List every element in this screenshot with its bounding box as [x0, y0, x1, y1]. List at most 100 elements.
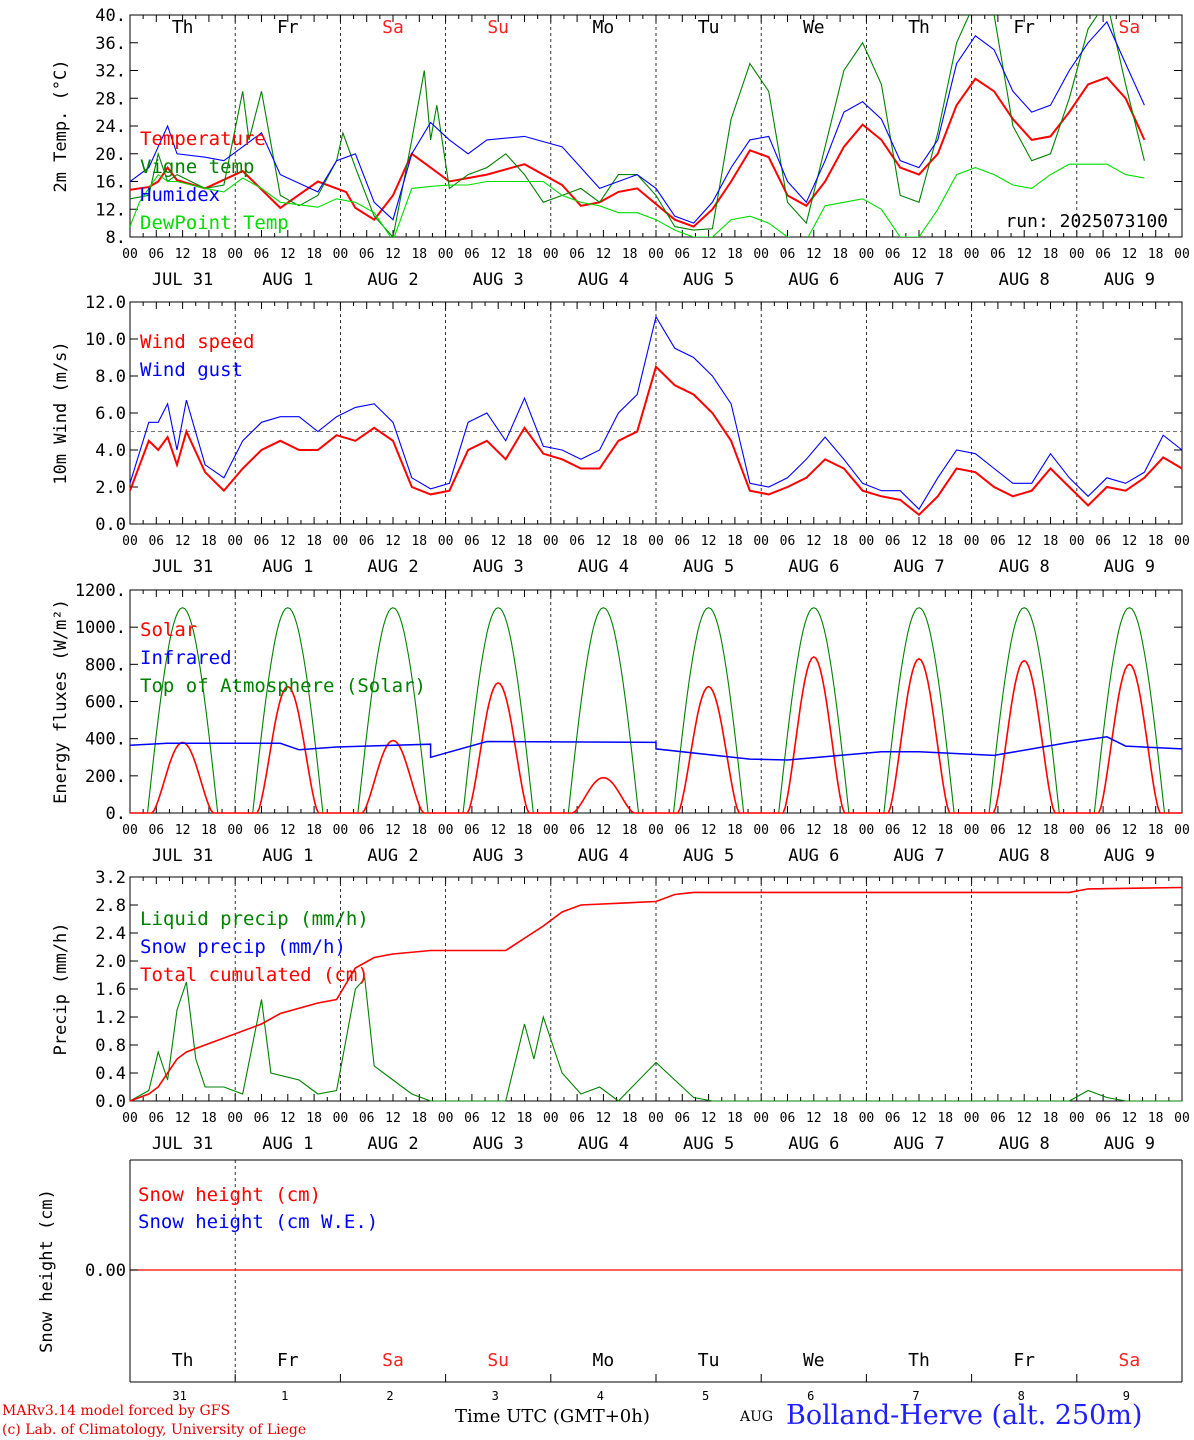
hour-tick-label: 06 [885, 823, 901, 838]
hour-tick-label: 00 [859, 1111, 875, 1126]
hour-tick-label: 06 [254, 534, 270, 549]
hour-tick-label: 12 [280, 823, 296, 838]
y-tick-label: 1.6 [95, 980, 126, 1000]
hour-tick-label: 00 [648, 534, 664, 549]
legend-top-of-atmosphere-solar-: Top of Atmosphere (Solar) [140, 675, 426, 697]
hour-tick-label: 18 [727, 1111, 743, 1126]
hour-tick-label: 12 [911, 247, 927, 262]
date-label: AUG 4 [578, 1134, 629, 1154]
hour-tick-label: 18 [411, 534, 427, 549]
series-solar [130, 656, 1182, 814]
hour-tick-label: 12 [280, 534, 296, 549]
hour-tick-label: 00 [964, 247, 980, 262]
hour-tick-label: 06 [464, 823, 480, 838]
hour-tick-label: 00 [333, 247, 349, 262]
weekday-label: Th [908, 17, 930, 38]
date-label: AUG 9 [1104, 270, 1155, 290]
y-tick-label: 2.8 [95, 896, 126, 916]
weekday-label: We [803, 1350, 825, 1371]
date-label: JUL 31 [152, 846, 213, 866]
date-label: AUG 8 [999, 557, 1050, 577]
hour-tick-label: 12 [701, 1111, 717, 1126]
hour-tick-label: 00 [543, 247, 559, 262]
y-axis-label: Energy fluxes (W/m²) [51, 599, 71, 804]
legend-liquid-precip-mm-h-: Liquid precip (mm/h) [140, 908, 369, 930]
hour-tick-label: 06 [254, 823, 270, 838]
y-tick-label: 32. [95, 62, 126, 82]
date-label: AUG 6 [788, 270, 839, 290]
hour-tick-label: 06 [359, 823, 375, 838]
hour-tick-label: 00 [964, 1111, 980, 1126]
weekday-label: We [803, 17, 825, 38]
hour-tick-label: 00 [1069, 823, 1085, 838]
hour-tick-label: 00 [333, 823, 349, 838]
legend-total-cumulated-cm-: Total cumulated (cm) [140, 964, 369, 986]
date-label: AUG 8 [999, 1134, 1050, 1154]
hour-tick-label: 06 [569, 1111, 585, 1126]
hour-tick-label: 00 [333, 1111, 349, 1126]
date-label: AUG 2 [367, 1134, 418, 1154]
date-label: AUG 5 [683, 1134, 734, 1154]
y-tick-label: 20. [95, 145, 126, 165]
y-tick-label: 0. [106, 804, 126, 824]
hour-tick-label: 00 [227, 534, 243, 549]
y-tick-label: 12.0 [85, 293, 126, 313]
hour-tick-label: 12 [175, 1111, 191, 1126]
y-tick-label: 1200. [75, 581, 126, 601]
weekday-label: Th [172, 1350, 194, 1371]
y-tick-label: 6.0 [95, 404, 126, 424]
hour-tick-label: 18 [201, 1111, 217, 1126]
date-label: AUG 1 [262, 846, 313, 866]
hour-tick-label: 00 [227, 823, 243, 838]
day-number: 2 [386, 1389, 393, 1403]
series-vigne-temp [130, 15, 1145, 237]
date-label: AUG 9 [1104, 1134, 1155, 1154]
hour-tick-label: 18 [411, 247, 427, 262]
hour-tick-label: 06 [148, 823, 164, 838]
y-tick-label: 3.2 [95, 868, 126, 888]
hour-tick-label: 06 [359, 1111, 375, 1126]
hour-tick-label: 12 [596, 823, 612, 838]
y-tick-label: 2.0 [95, 952, 126, 972]
y-tick-label: 10.0 [85, 330, 126, 350]
hour-tick-label: 12 [806, 1111, 822, 1126]
date-label: AUG 6 [788, 557, 839, 577]
hour-tick-label: 18 [622, 534, 638, 549]
hour-tick-label: 06 [148, 247, 164, 262]
hour-tick-label: 18 [1148, 247, 1164, 262]
hour-tick-label: 06 [254, 247, 270, 262]
weekday-label: Sa [1119, 17, 1141, 38]
y-tick-label: 2.0 [95, 478, 126, 498]
hour-tick-label: 18 [201, 534, 217, 549]
hour-tick-label: 18 [1043, 247, 1059, 262]
hour-tick-label: 00 [648, 823, 664, 838]
day-number: 6 [807, 1389, 814, 1403]
weekday-label: Fr [277, 1350, 299, 1371]
hour-tick-label: 18 [622, 1111, 638, 1126]
legend-temperature: Temperature [140, 128, 266, 150]
hour-tick-label: 18 [1148, 823, 1164, 838]
weekday-label: Fr [277, 17, 299, 38]
y-tick-label: 8.0 [95, 367, 126, 387]
hour-tick-label: 06 [569, 534, 585, 549]
hour-tick-label: 12 [1016, 534, 1032, 549]
hour-tick-label: 06 [674, 1111, 690, 1126]
day-number: 3 [492, 1389, 499, 1403]
hour-tick-label: 12 [490, 1111, 506, 1126]
hour-tick-label: 18 [622, 247, 638, 262]
hour-tick-label: 18 [517, 1111, 533, 1126]
series-dewpoint-temp [130, 163, 1145, 237]
temp-series-group [130, 15, 1146, 237]
hour-tick-label: 12 [1122, 534, 1138, 549]
hour-tick-label: 00 [1174, 1111, 1190, 1126]
date-label: AUG 3 [473, 557, 524, 577]
hour-tick-label: 12 [596, 247, 612, 262]
hour-tick-label: 18 [1043, 823, 1059, 838]
credits: MARv3.14 model forced by GFS (c) Lab. of… [2, 1402, 306, 1440]
hour-tick-label: 00 [333, 534, 349, 549]
station-name: Bolland-Herve (alt. 250m) [786, 1400, 1143, 1431]
hour-tick-label: 18 [937, 247, 953, 262]
hour-tick-label: 12 [806, 534, 822, 549]
weekday-label: Sa [1119, 1350, 1141, 1371]
